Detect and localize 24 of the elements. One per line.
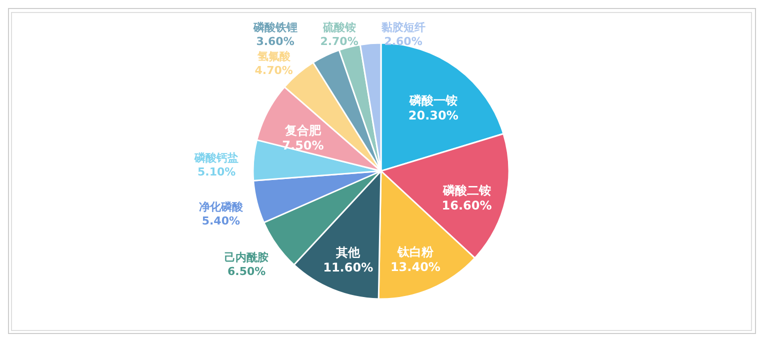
data-label: 7.50%	[282, 138, 324, 152]
data-label: 20.30%	[408, 108, 458, 122]
data-label: 2.60%	[384, 35, 422, 48]
slice-label: 其他	[335, 246, 362, 260]
data-label: 2.70%	[320, 35, 358, 48]
slice-label: 己内酰胺	[224, 251, 269, 264]
slice-label: 磷酸一铵	[408, 93, 458, 108]
slice-label: 磷酸铁锂	[252, 21, 298, 34]
slice-label: 黏胶短纤	[380, 21, 426, 34]
slice-label: 硫酸铵	[322, 21, 356, 34]
slice-label: 磷酸钙盐	[194, 151, 239, 164]
slice-label: 复合肥	[284, 123, 322, 138]
slice-label: 净化磷酸	[198, 200, 244, 214]
slice-label: 氢氟酸	[256, 50, 292, 63]
data-label: 6.50%	[228, 265, 266, 278]
slice-label: 磷酸二铵	[442, 184, 491, 198]
data-label: 4.70%	[254, 64, 293, 77]
data-label: 13.40%	[390, 260, 440, 274]
data-label: 5.40%	[202, 214, 240, 228]
data-label: 3.60%	[256, 35, 294, 48]
data-label: 16.60%	[442, 198, 492, 213]
data-label: 5.10%	[198, 165, 236, 178]
data-label: 11.60%	[323, 260, 374, 275]
slice-label: 钛白粉	[396, 244, 434, 259]
